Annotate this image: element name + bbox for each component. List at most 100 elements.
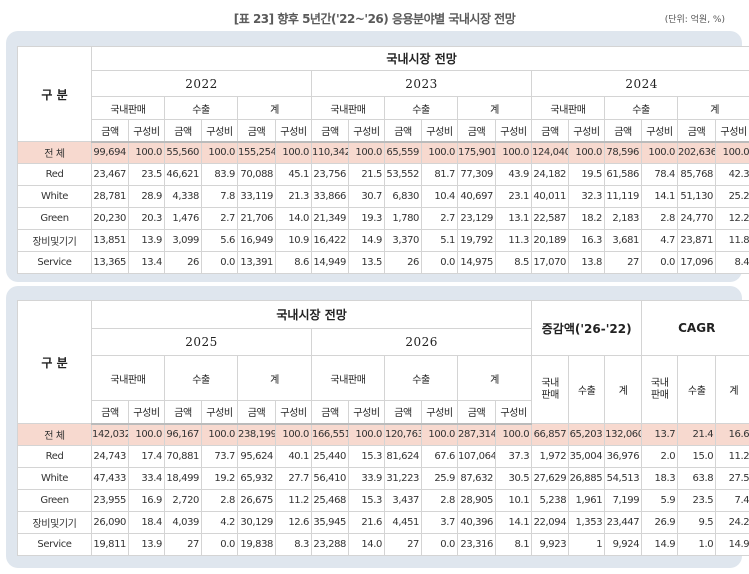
table-cell: 27,629: [531, 467, 570, 490]
domestic-sales-header: 국내판매: [311, 96, 385, 120]
table-cell: 5,238: [531, 489, 570, 512]
table-cell: 23,316: [457, 533, 496, 556]
table-cell: 142,032: [91, 423, 129, 446]
share-header: 구성비: [494, 400, 533, 425]
amount-header: 금액: [311, 119, 349, 143]
year-header: 2025: [91, 328, 312, 356]
table-cell: 81.7: [421, 163, 458, 186]
year-header: 2023: [311, 70, 532, 97]
table-cell: 11,119: [604, 185, 642, 208]
table-cell: 8.1: [494, 533, 533, 556]
table-cell: 10.1: [494, 489, 533, 512]
table-cell: 78,596: [604, 141, 642, 164]
row-label: 전 체: [17, 141, 92, 164]
table-cell: 287,314: [457, 423, 496, 446]
table-cell: 32.3: [568, 185, 605, 208]
table-cell: 18.4: [128, 511, 165, 534]
table-cell: 8.3: [275, 533, 312, 556]
table-cell: 13.1: [495, 207, 532, 230]
table-cell: 14.9: [715, 533, 749, 556]
table-cell: 11.3: [495, 229, 532, 252]
row-label: 장비및기기: [17, 229, 92, 252]
market-table-2022-2024: 구 분 국내시장 전망 2022 2023 2024 국내판매 수출 계 국내판…: [17, 46, 749, 274]
market-outlook-header: 국내시장 전망: [90, 300, 533, 329]
table-cell: 23,871: [677, 229, 716, 252]
domestic-sales-header: 국내판매: [91, 355, 165, 401]
table-cell: 21.5: [348, 163, 385, 186]
table-cell: 1,972: [531, 445, 570, 468]
table-cell: 2.7: [421, 207, 458, 230]
table-cell: 8.6: [275, 251, 312, 274]
table-cell: 4.2: [201, 511, 238, 534]
table-cell: 14.0: [348, 533, 385, 556]
table-cell: 2.7: [201, 207, 238, 230]
table-cell: 15.3: [348, 445, 385, 468]
table-cell: 85,768: [677, 163, 716, 186]
amount-header: 금액: [384, 400, 422, 425]
market-outlook-header: 국내시장 전망: [90, 46, 749, 71]
table-cell: 27.5: [715, 467, 749, 490]
table-cell: 100.0: [348, 423, 385, 446]
table-cell: 2.8: [201, 489, 238, 512]
table-cell: 14,949: [311, 251, 349, 274]
table-cell: 53,552: [384, 163, 422, 186]
table-cell: 4,451: [384, 511, 422, 534]
table-cell: 26,090: [91, 511, 129, 534]
table-cell: 27: [164, 533, 202, 556]
table-cell: 0.0: [421, 533, 458, 556]
table-cell: 24,743: [91, 445, 129, 468]
table-cell: 23,447: [604, 511, 643, 534]
table-cell: 18.3: [641, 467, 679, 490]
table-cell: 70,881: [164, 445, 202, 468]
table-cell: 25.2: [714, 185, 749, 208]
domestic-sales-header: 국내판매: [91, 96, 165, 120]
table-cell: 19,792: [457, 229, 496, 252]
table-cell: 65,932: [237, 467, 276, 490]
table-cell: 100.0: [421, 423, 458, 446]
table-cell: 21,706: [237, 207, 276, 230]
table-cell: 3,437: [384, 489, 422, 512]
table-cell: 17,096: [677, 251, 716, 274]
table-row: White 28,781 28.9 4,338 7.8 33,119 21.3 33,866 3…: [17, 185, 749, 208]
total-header: 계: [456, 355, 533, 401]
table-cell: 30.7: [348, 185, 385, 208]
table-cell: 14,975: [457, 251, 496, 274]
table-cell: 96,167: [164, 423, 202, 446]
table-cell: 40,697: [457, 185, 496, 208]
table-cell: 7.4: [715, 489, 749, 512]
table-cell: 21.6: [348, 511, 385, 534]
row-label: 전 체: [17, 423, 92, 446]
table-cell: 30,129: [237, 511, 276, 534]
table-cell: 21,349: [311, 207, 349, 230]
table-cell: 0.0: [421, 251, 458, 274]
table-cell: 100.0: [275, 423, 312, 446]
row-label: Red: [17, 163, 92, 186]
table-cell: 14.1: [494, 511, 533, 534]
table-cell: 13.9: [128, 533, 165, 556]
table-cell: 6,830: [384, 185, 422, 208]
table-cell: 19.5: [568, 163, 605, 186]
table-cell: 23,467: [91, 163, 129, 186]
table-cell: 77,309: [457, 163, 496, 186]
table-cell: 55,560: [164, 141, 202, 164]
table-cell: 1,961: [568, 489, 606, 512]
table-cell: 25,468: [311, 489, 349, 512]
table-cell: 238,199: [237, 423, 276, 446]
share-header: 구성비: [641, 119, 678, 143]
amount-header: 금액: [604, 119, 642, 143]
gubun-header: 구 분: [17, 300, 92, 424]
table-cell: 26: [384, 251, 422, 274]
cagr-export-header: 수출: [677, 355, 717, 424]
table-cell: 95,624: [237, 445, 276, 468]
table-cell: 202,636: [677, 141, 716, 164]
table-cell: 27: [384, 533, 422, 556]
table-cell: 2.0: [641, 445, 679, 468]
table-cell: 132,060: [604, 423, 643, 446]
table-cell: 23.1: [495, 185, 532, 208]
amount-header: 금액: [164, 400, 202, 425]
table-cell: 100.0: [421, 141, 458, 164]
table-cell: 20.3: [128, 207, 165, 230]
table-cell: 12.6: [275, 511, 312, 534]
table-cell: 16.9: [128, 489, 165, 512]
total-header: 계: [237, 96, 312, 120]
